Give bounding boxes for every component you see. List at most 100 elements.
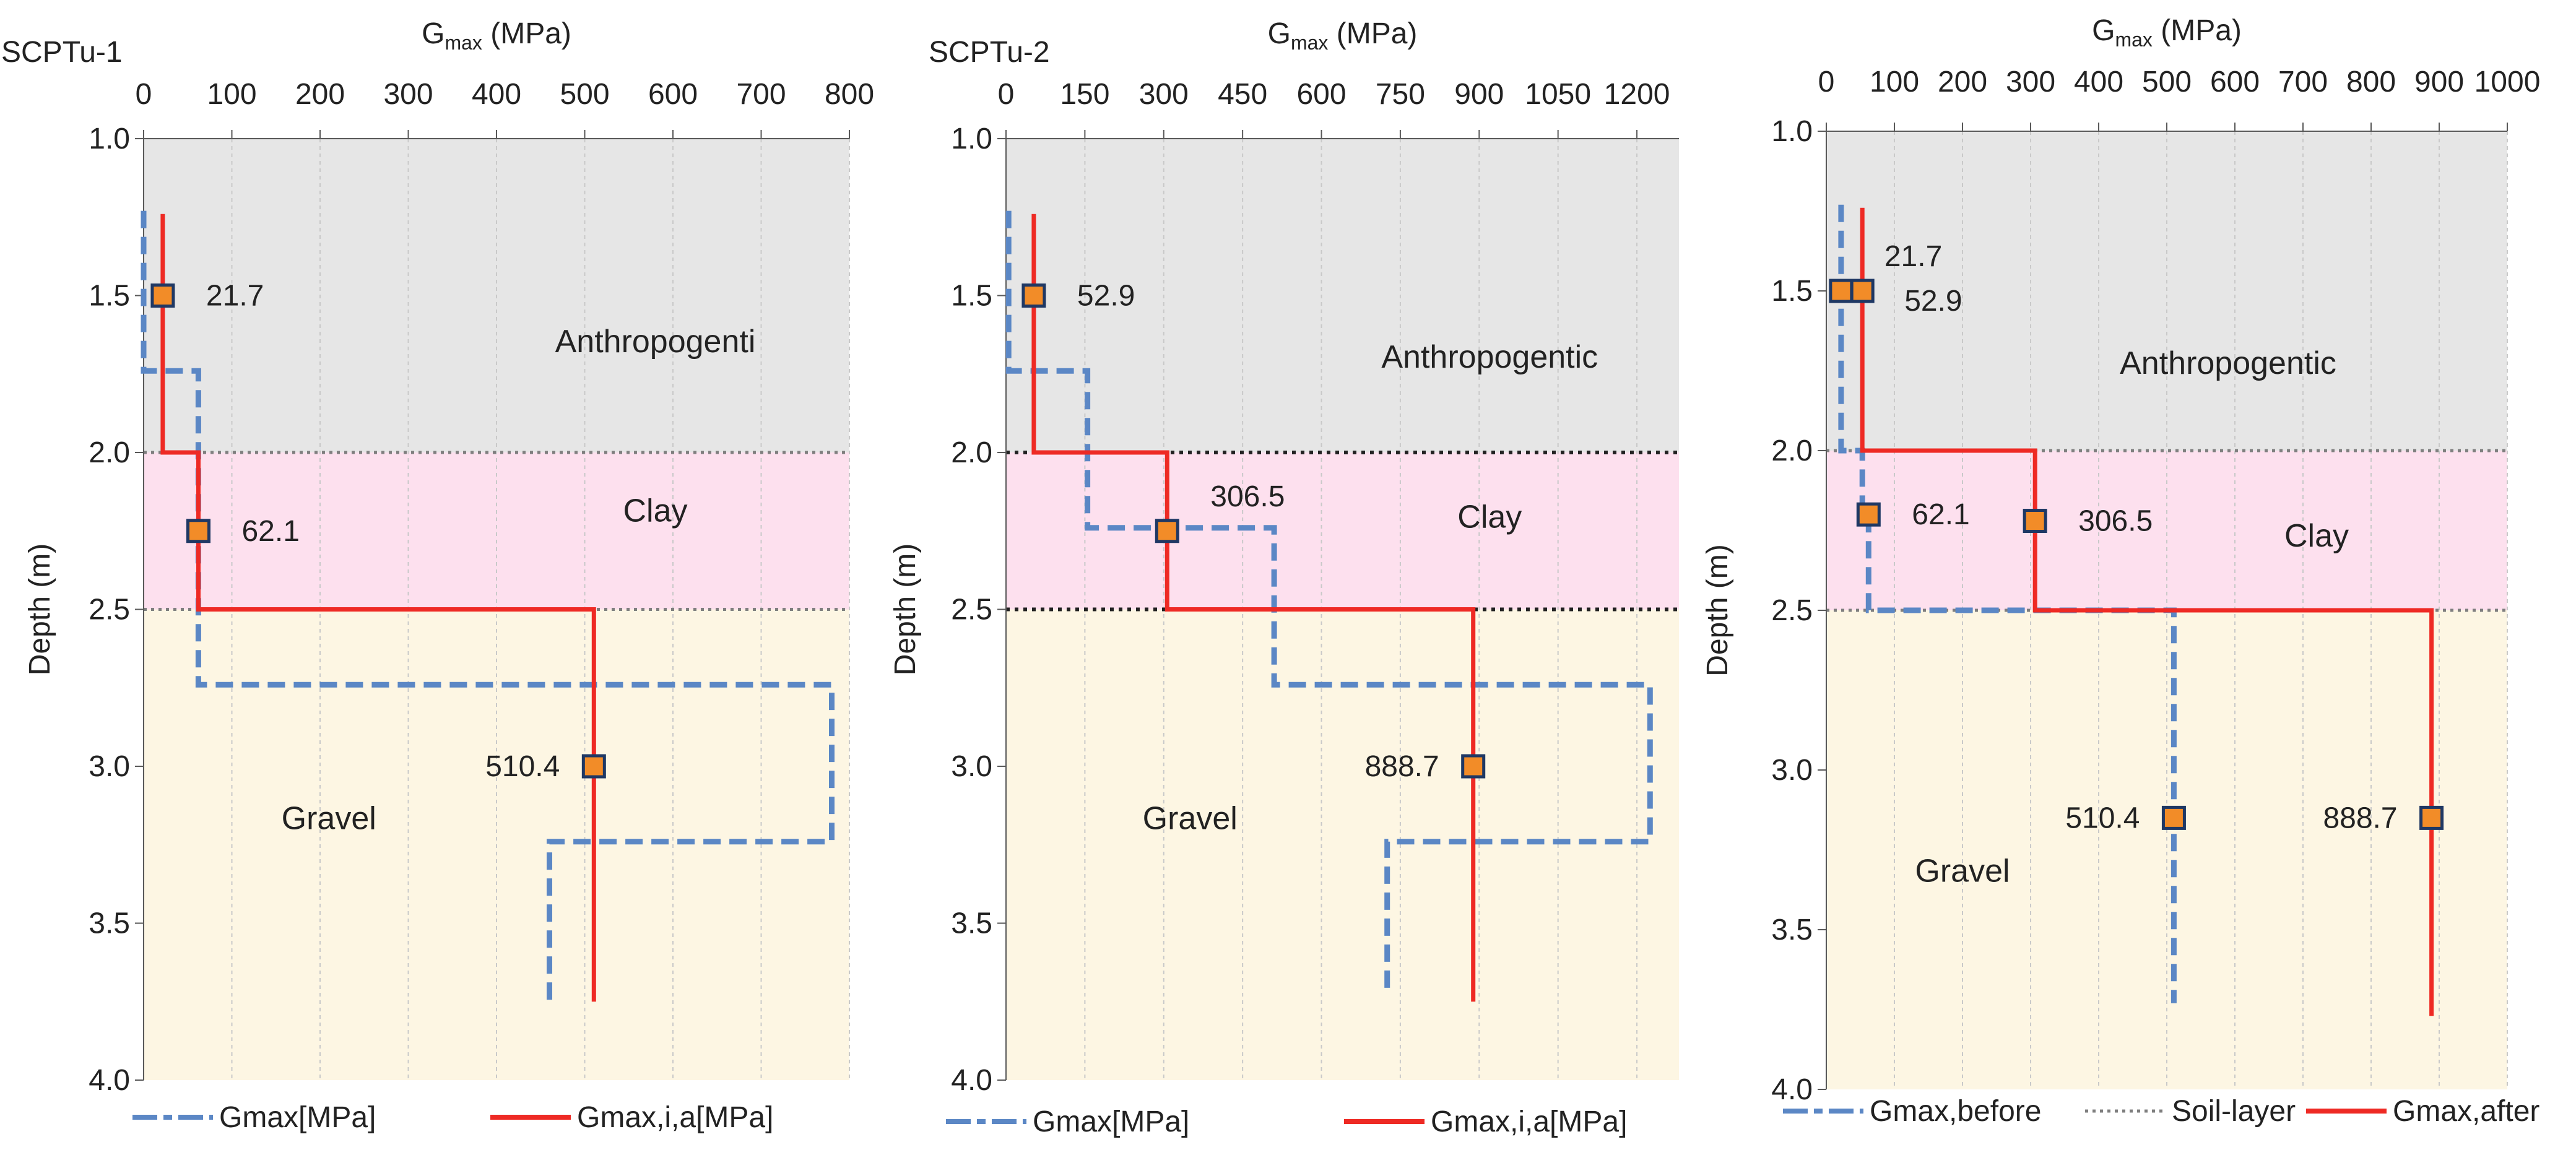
data-point-marker	[1856, 502, 1881, 527]
y-tick-label: 3.0	[1771, 754, 1813, 787]
legend-label: Gmax[MPa]	[1033, 1105, 1189, 1138]
y-tick-label: 4.0	[1771, 1073, 1813, 1106]
x-tick-label: 200	[295, 78, 345, 111]
data-point-marker	[1850, 279, 1875, 303]
layer-band-clay	[144, 452, 849, 610]
x-tick-label: 600	[2210, 66, 2260, 98]
y-axis-label: Depth (m)	[1701, 544, 1734, 676]
y-tick-label: 4.0	[951, 1064, 992, 1097]
data-point-marker	[2023, 509, 2047, 534]
x-tick-label: 400	[2074, 66, 2123, 98]
series-line-gmax-mpa-	[141, 210, 835, 1002]
chart-title: SCPTu-1	[1, 36, 123, 69]
x-tick-label: 450	[1218, 78, 1267, 111]
layer-label-anthropogentic: Anthropogentic	[1381, 339, 1598, 375]
y-tick-label: 1.0	[89, 123, 130, 155]
legend-label: Soil-layer	[2172, 1095, 2296, 1128]
x-tick-label: 400	[472, 78, 521, 111]
x-tick-label: 1200	[1604, 78, 1670, 111]
x-tick-label: 500	[2142, 66, 2192, 98]
legend-label: Gmax,after	[2393, 1095, 2539, 1128]
x-tick-label: 300	[2006, 66, 2055, 98]
legend-label: Gmax,i,a[MPa]	[1431, 1105, 1627, 1138]
data-point-label: 52.9	[1077, 280, 1135, 313]
y-tick-label: 1.0	[1771, 115, 1813, 148]
x-tick-label: 700	[736, 78, 786, 111]
layer-label-anthropogentic: Anthropogentic	[2120, 345, 2336, 381]
y-tick-label: 2.5	[951, 594, 992, 626]
data-point-marker	[186, 519, 210, 543]
y-tick-label: 1.5	[951, 280, 992, 313]
x-tick-label: 750	[1376, 78, 1425, 111]
x-axis-label: Gmax (MPa)	[2092, 14, 2242, 51]
x-tick-label: 800	[2346, 66, 2396, 98]
layer-band-gravel	[1006, 609, 1679, 1080]
x-tick-label: 0	[136, 78, 152, 111]
y-tick-label: 3.5	[89, 907, 130, 940]
x-tick-label: 500	[560, 78, 609, 111]
y-tick-label: 2.5	[1771, 594, 1813, 627]
data-point-marker	[581, 754, 606, 779]
layer-label-clay: Clay	[623, 493, 687, 529]
data-point-label: 62.1	[1912, 498, 1969, 531]
layer-label-gravel: Gravel	[1143, 800, 1238, 836]
chart-3: 1.0 1.5 2.0 2.5 3.0 3.5 4.0 0 100 200 300 400 500 600…	[1701, 14, 2540, 1128]
x-tick-label: 900	[1454, 78, 1504, 111]
chart-1: 1.0 1.5 2.0 2.5 3.0 3.5 4.0 0 100 200 300 400 500 600…	[1, 17, 874, 1134]
x-tick-label: 100	[207, 78, 256, 111]
x-tick-label: 700	[2278, 66, 2328, 98]
x-tick-label: 300	[383, 78, 433, 111]
x-tick-label: 0	[1818, 66, 1835, 98]
layer-label-gravel: Gravel	[282, 800, 376, 836]
data-point-marker	[1021, 283, 1046, 308]
layer-label-gravel: Gravel	[1915, 854, 2010, 889]
y-tick-label: 1.5	[89, 280, 130, 313]
y-tick-label: 2.0	[89, 436, 130, 469]
x-tick-label: 600	[648, 78, 698, 111]
x-tick-label: 200	[1938, 66, 1987, 98]
x-tick-label: 0	[998, 78, 1015, 111]
legend-label: Gmax[MPa]	[219, 1101, 376, 1134]
legend-label: Gmax,before	[1870, 1095, 2041, 1128]
y-axis-label: Depth (m)	[889, 543, 922, 675]
y-tick-label: 1.0	[951, 123, 992, 155]
layer-band-clay	[1826, 451, 2507, 610]
data-point-marker	[2419, 805, 2444, 830]
data-point-marker	[1829, 279, 1854, 303]
y-tick-label: 3.5	[951, 907, 992, 940]
y-tick-label: 1.5	[1771, 275, 1813, 308]
data-point-marker	[150, 283, 175, 308]
data-point-marker	[2161, 805, 2186, 830]
x-axis-label: Gmax (MPa)	[1268, 17, 1418, 54]
y-tick-label: 3.0	[951, 750, 992, 783]
x-tick-label: 300	[1139, 78, 1189, 111]
x-axis-label: Gmax (MPa)	[422, 17, 571, 54]
data-point-label: 306.5	[1210, 480, 1285, 513]
data-point-label: 62.1	[241, 515, 299, 548]
data-point-label: 510.4	[2065, 802, 2140, 834]
y-axis-label: Depth (m)	[24, 543, 56, 675]
layer-label-clay: Clay	[2284, 518, 2349, 554]
data-point-label: 888.7	[2323, 802, 2397, 834]
x-tick-label: 900	[2414, 66, 2464, 98]
y-tick-label: 2.5	[89, 594, 130, 626]
x-tick-label: 1050	[1525, 78, 1591, 111]
layer-band-clay	[1006, 452, 1679, 610]
series-line-gmax-mpa-	[1005, 210, 1653, 996]
layer-label-clay: Clay	[1457, 500, 1522, 535]
x-tick-label: 800	[825, 78, 874, 111]
y-tick-label: 3.0	[89, 750, 130, 783]
chart-title: SCPTu-2	[929, 36, 1050, 69]
layer-band-anthropogentic	[1006, 139, 1679, 452]
y-tick-label: 3.5	[1771, 914, 1813, 946]
x-tick-label: 150	[1060, 78, 1109, 111]
legend-label: Gmax,i,a[MPa]	[577, 1101, 773, 1134]
data-point-marker	[1155, 519, 1179, 543]
data-point-label: 888.7	[1365, 750, 1439, 783]
x-tick-label: 100	[1870, 66, 1919, 98]
data-point-label: 21.7	[206, 280, 264, 313]
y-tick-label: 4.0	[89, 1064, 130, 1097]
data-point-label: 52.9	[1904, 285, 1962, 318]
data-point-label: 510.4	[485, 750, 560, 783]
y-tick-label: 2.0	[951, 436, 992, 469]
